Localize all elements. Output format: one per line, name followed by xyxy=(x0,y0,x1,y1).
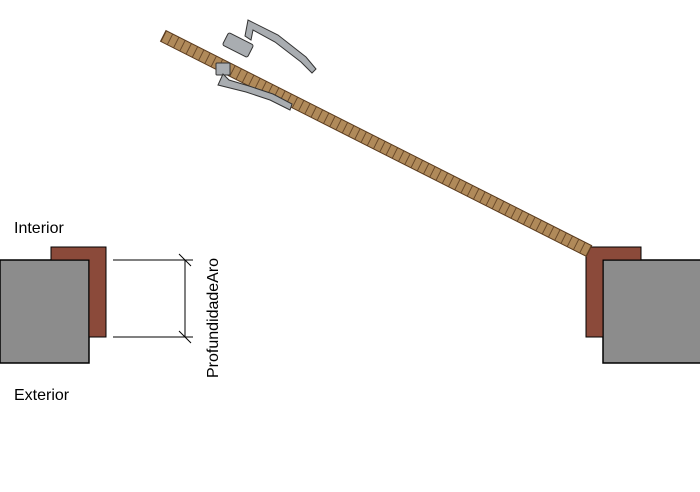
dimension-tick-bottom xyxy=(178,330,192,344)
dimension-label: ProfundidadeAro xyxy=(205,258,222,378)
left-frame xyxy=(50,246,107,338)
exterior-label: Exterior xyxy=(14,387,70,404)
lever-handle-icon xyxy=(215,19,317,111)
right-wall xyxy=(602,259,700,364)
right-frame xyxy=(585,246,642,338)
dimension-tick-top xyxy=(178,253,192,267)
door-leaf xyxy=(159,29,593,258)
left-wall xyxy=(0,259,90,364)
interior-label: Interior xyxy=(14,220,64,237)
